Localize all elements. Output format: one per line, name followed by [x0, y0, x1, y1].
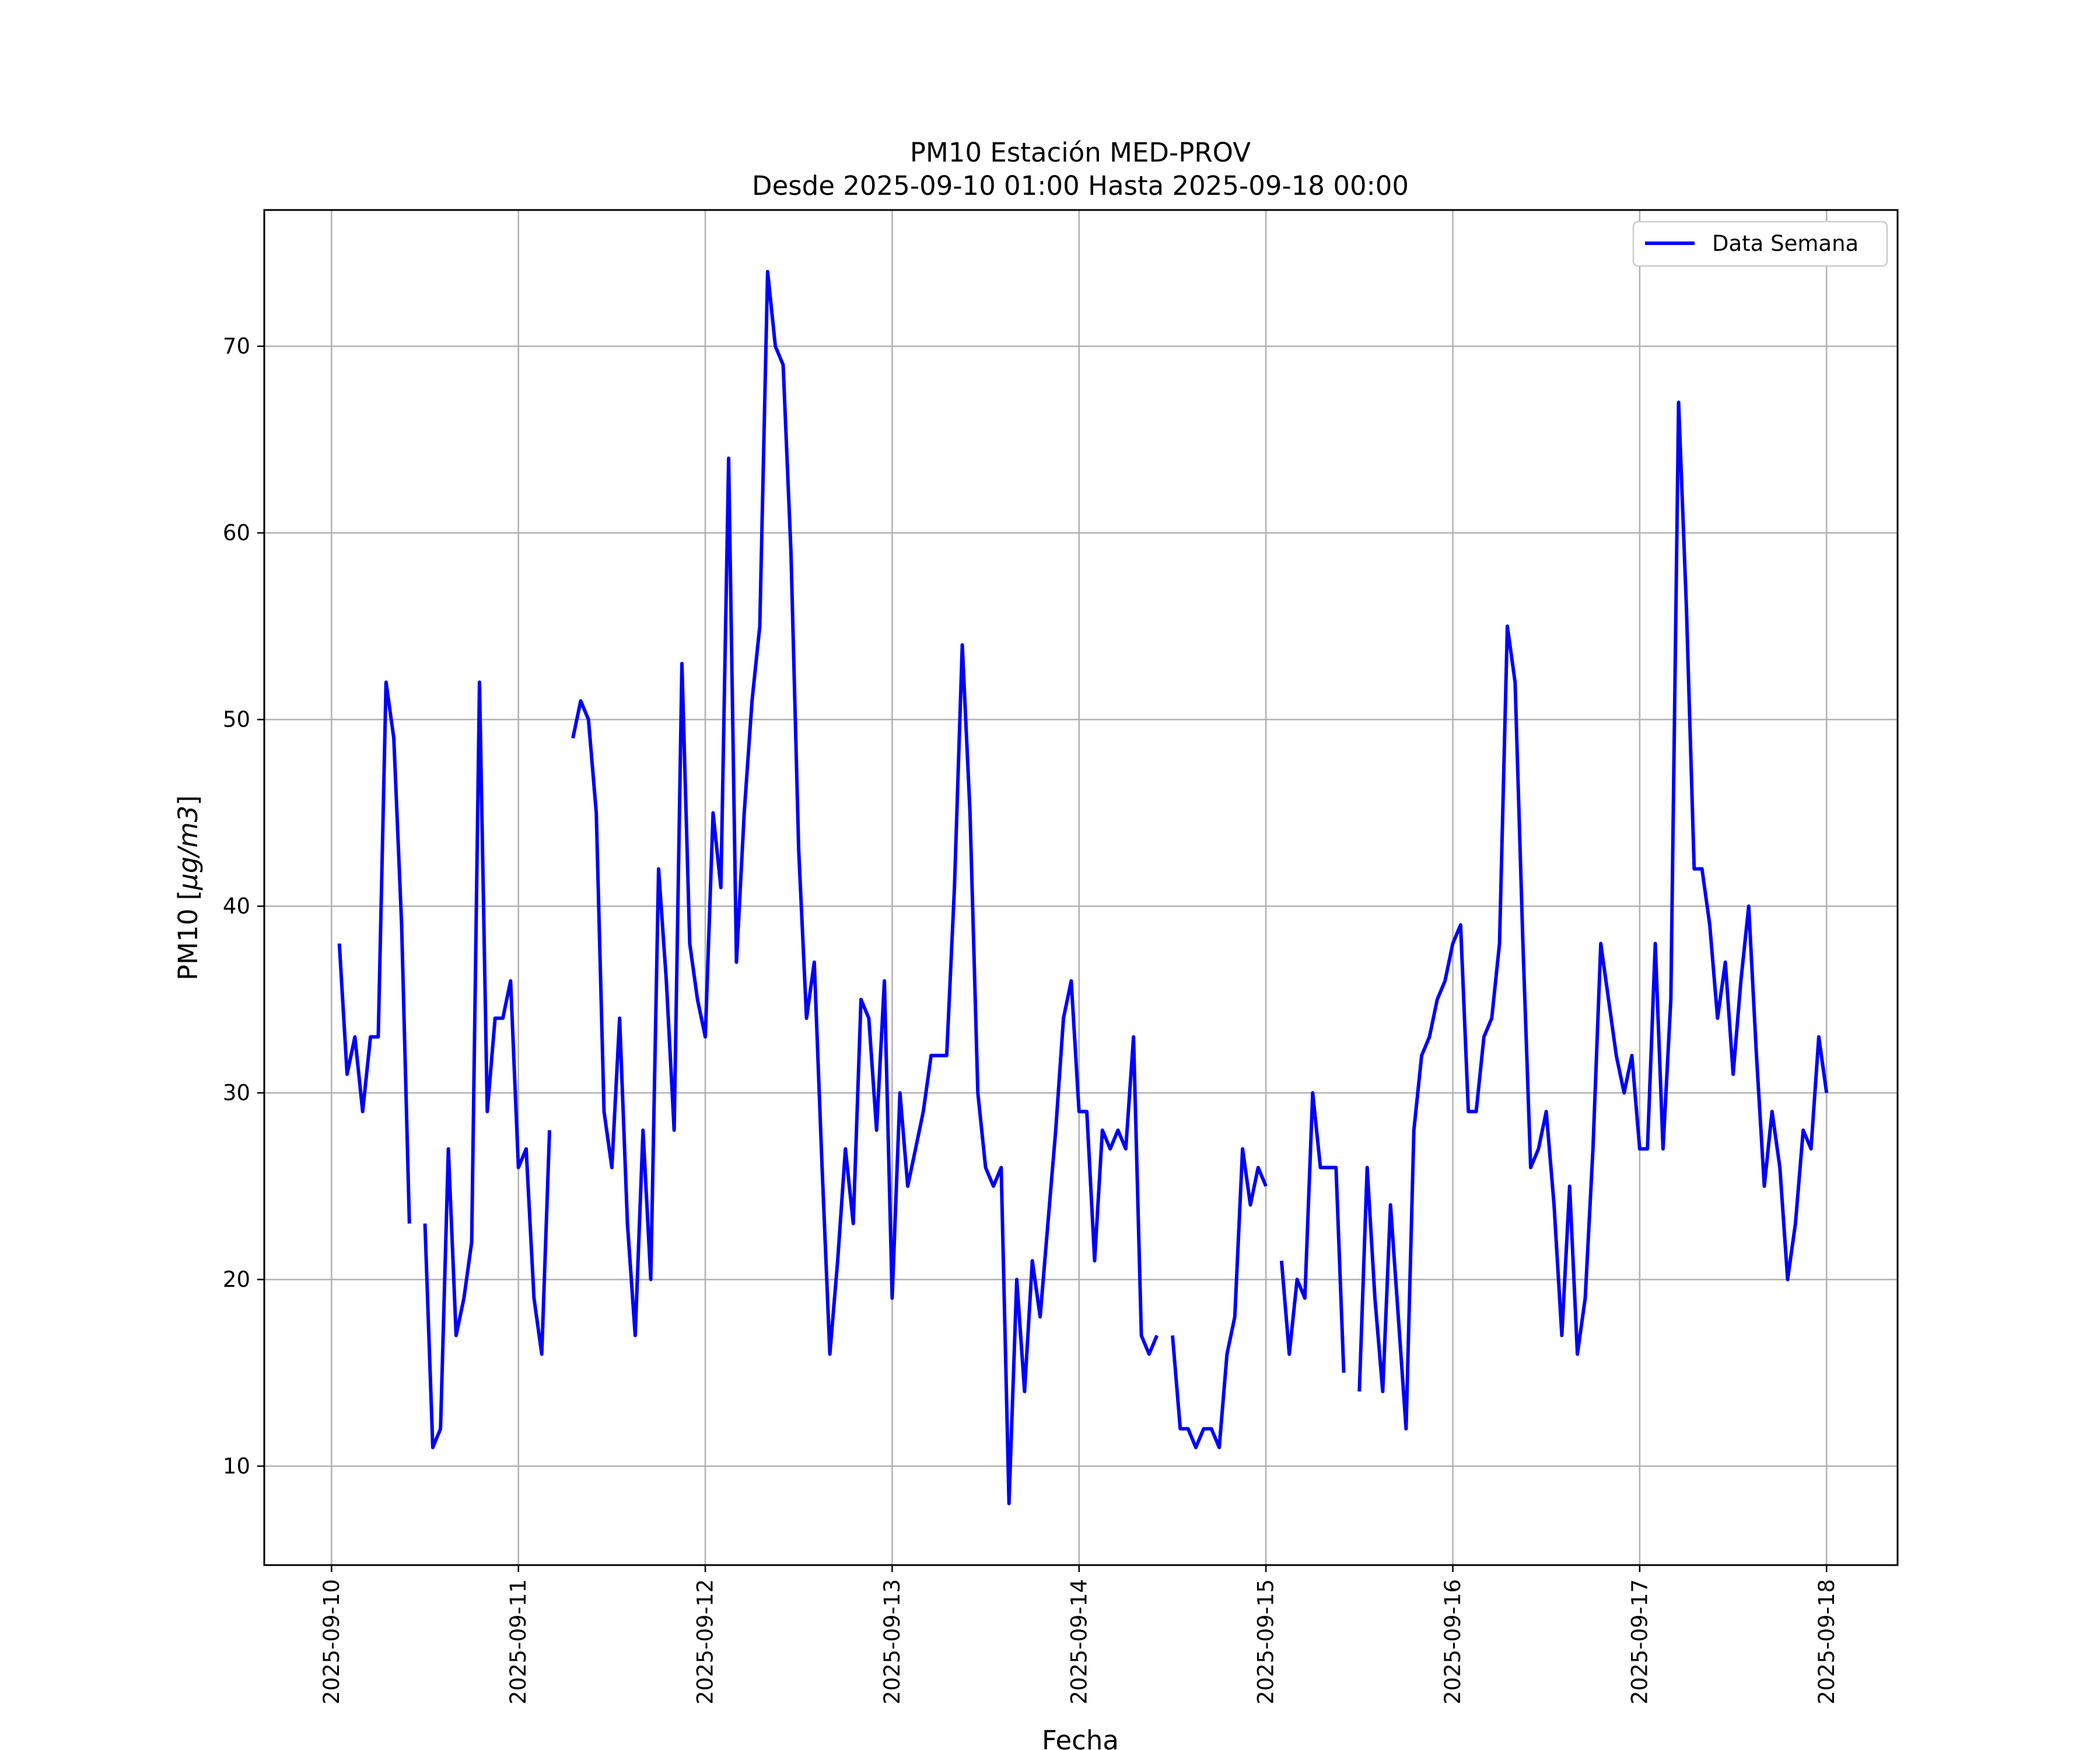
- y-tick-label: 40: [223, 894, 250, 919]
- y-tick-label: 10: [223, 1454, 250, 1479]
- series-line-segment: [423, 680, 552, 1450]
- x-tick-label: 2025-09-14: [1066, 1579, 1091, 1704]
- series-line-segment: [1279, 1091, 1346, 1373]
- series-line-segment: [1357, 400, 1829, 1431]
- y-tick-label: 60: [223, 520, 250, 545]
- y-axis-label: PM10 [μg/m3]: [173, 795, 204, 980]
- y-axis: 10 20 30 40 50 60 70: [223, 334, 264, 1479]
- chart-title: PM10 Estación MED-PROV: [910, 137, 1251, 168]
- y-axis-label-end: ]: [173, 795, 204, 806]
- plot-area: [263, 209, 1899, 1566]
- series-layer: [337, 270, 1829, 1506]
- series-line-segment: [337, 680, 411, 1224]
- x-tick-label: 2025-09-17: [1627, 1579, 1652, 1704]
- y-tick-label: 70: [223, 334, 250, 359]
- legend-box: [1632, 220, 1888, 267]
- x-axis: 2025-09-10 2025-09-11 2025-09-12 2025-09-13…: [319, 1565, 1839, 1704]
- y-tick-label: 50: [223, 707, 250, 732]
- y-axis-label-main: PM10 [: [173, 890, 204, 981]
- chart-subtitle: Desde 2025-09-10 01:00 Hasta 2025-09-18 …: [752, 170, 1409, 201]
- series-line-segment: [571, 270, 1159, 1506]
- x-axis-label: Fecha: [1042, 1725, 1119, 1750]
- x-tick-label: 2025-09-11: [506, 1579, 531, 1704]
- legend-label: Data Semana: [1712, 231, 1859, 256]
- x-tick-label: 2025-09-12: [693, 1579, 718, 1704]
- legend: Data Semana: [1632, 220, 1888, 267]
- grid-lines: [264, 210, 1898, 1565]
- series-line-segment: [1171, 1147, 1268, 1450]
- y-axis-label-unit: μg/m3: [173, 806, 204, 891]
- x-tick-label: 2025-09-16: [1440, 1579, 1465, 1704]
- x-tick-label: 2025-09-10: [319, 1579, 344, 1704]
- y-tick-label: 30: [223, 1080, 250, 1105]
- x-tick-label: 2025-09-13: [880, 1579, 905, 1704]
- x-tick-label: 2025-09-15: [1254, 1579, 1279, 1704]
- x-tick-label: 2025-09-18: [1814, 1579, 1839, 1704]
- y-tick-label: 20: [223, 1267, 250, 1292]
- plot-frame: [263, 209, 1899, 1566]
